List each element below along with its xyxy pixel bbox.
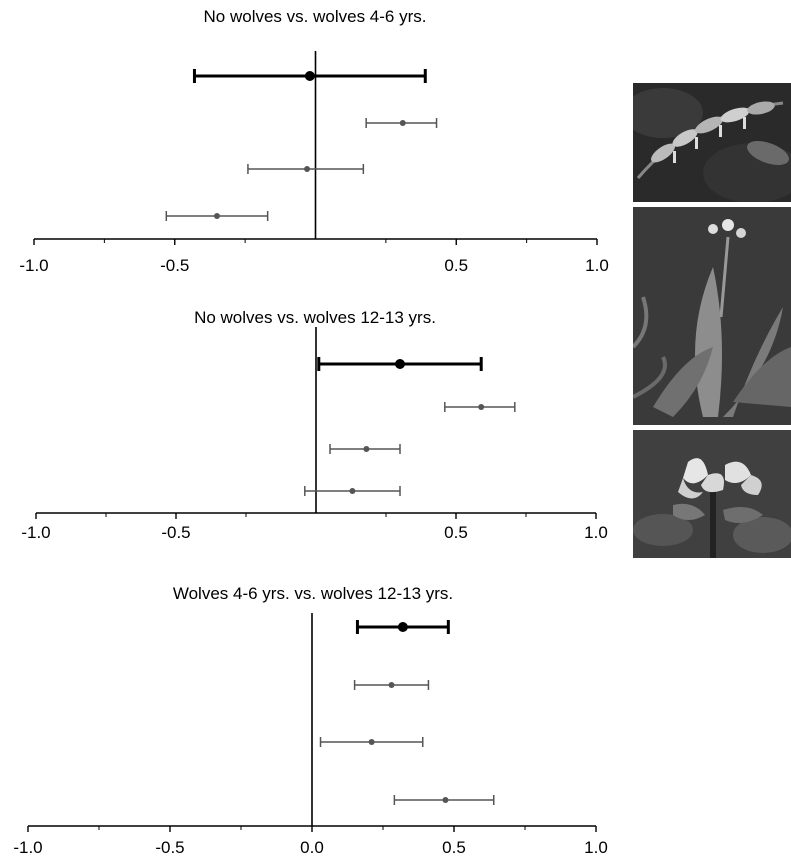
x-tick-label: -1.0 [13,838,42,857]
subgroup-estimate [365,118,438,128]
x-tick-label: 0.5 [444,256,468,275]
x-tick-label: -0.5 [155,838,184,857]
point-estimate [349,488,356,494]
point-estimate [478,404,485,410]
x-tick-label: 0.0 [300,838,324,857]
point-estimate [442,797,449,803]
panel-title: No wolves vs. wolves 12-13 yrs. [194,308,436,327]
point-estimate [304,166,311,172]
x-tick-label: 0.5 [444,523,468,542]
subgroup-estimate [329,444,401,454]
x-tick-label: 1.0 [584,838,608,857]
panel-no-wolves-vs-wolves-4-6: No wolves vs. wolves 4-6 yrs. -1.0 -0.5 0.… [19,7,608,275]
subgroup-estimate [353,680,430,690]
subgroup-estimate [393,795,495,805]
subgroup-estimate [319,737,424,747]
subgroup-estimate [444,402,516,412]
x-tick-label: 0.5 [442,838,466,857]
photo-trillium [633,430,791,558]
point-estimate [395,359,405,369]
x-tick-label: -1.0 [21,523,50,542]
overall-estimate [355,620,450,634]
point-estimate [213,213,220,219]
overall-estimate [192,69,427,83]
point-estimate [363,446,370,452]
point-estimate [388,682,395,688]
photo-solomons-seal [633,83,791,202]
overall-estimate [317,357,483,371]
x-tick-label: 1.0 [585,256,609,275]
panel-wolves-4-6-vs-wolves-12-13: Wolves 4-6 yrs. vs. wolves 12-13 yrs. -1… [13,584,607,857]
panel-title: No wolves vs. wolves 4-6 yrs. [204,7,427,26]
point-estimate [399,120,406,126]
x-tick-label: 1.0 [584,523,608,542]
point-estimate [368,739,375,745]
x-tick-label: -0.5 [160,256,189,275]
x-tick-label: -1.0 [19,256,48,275]
photo-clintonia [633,207,791,425]
subgroup-estimate [165,211,269,221]
x-tick-label: -0.5 [161,523,190,542]
panel-no-wolves-vs-wolves-12-13: No wolves vs. wolves 12-13 yrs. -1.0 -0.5… [21,308,607,542]
panel-title: Wolves 4-6 yrs. vs. wolves 12-13 yrs. [173,584,453,603]
subgroup-estimate [247,164,365,174]
subgroup-estimate [304,486,401,496]
point-estimate [397,622,408,632]
point-estimate [304,71,315,81]
